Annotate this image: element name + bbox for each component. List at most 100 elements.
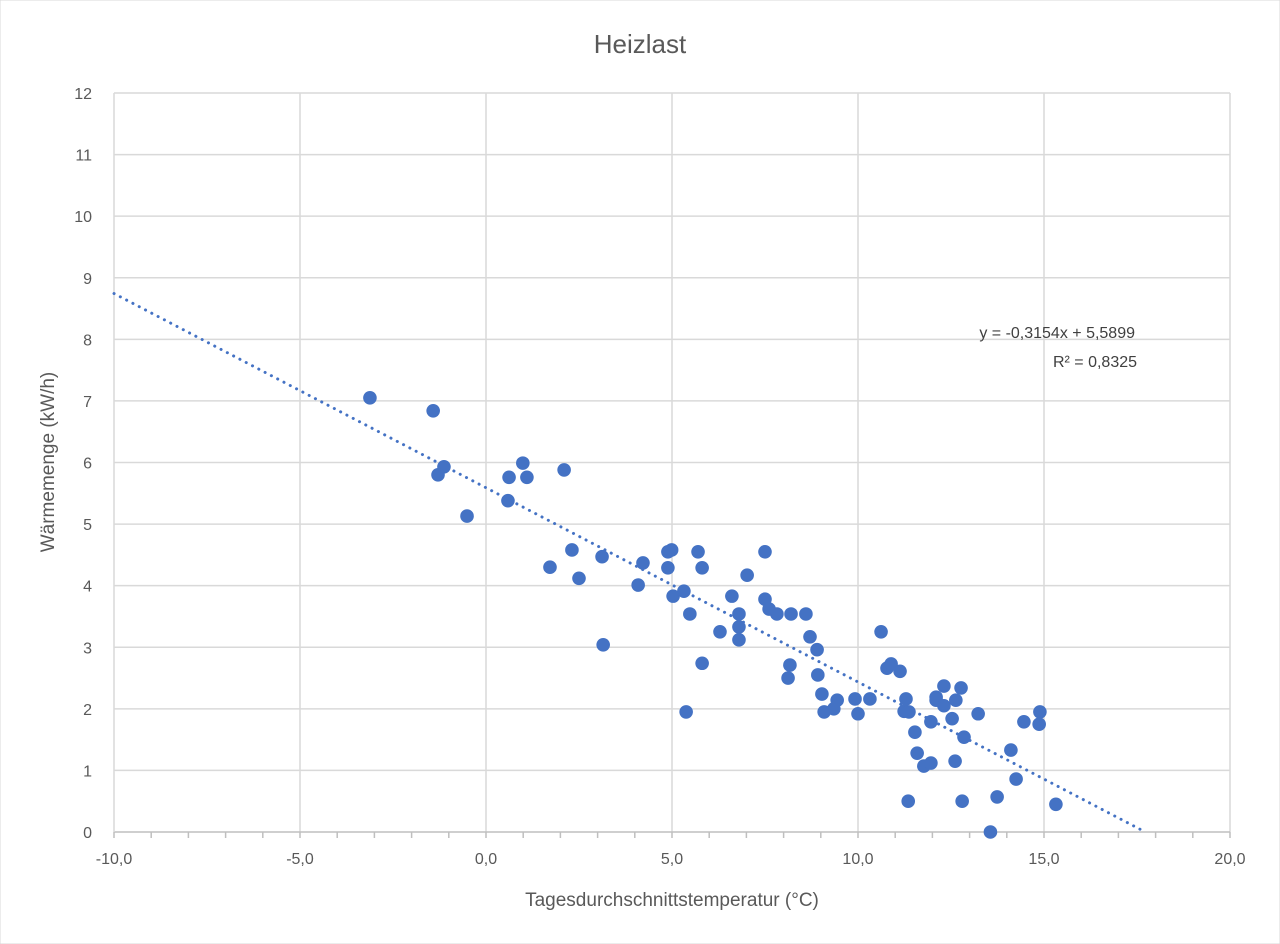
trendline-path [112, 292, 1147, 834]
data-point [502, 470, 516, 485]
y-tick-label: 0 [83, 825, 92, 842]
data-point [1004, 743, 1018, 757]
y-tick-label: 8 [83, 332, 92, 349]
data-point [781, 671, 795, 685]
data-point [910, 746, 924, 760]
trendline [112, 292, 1147, 834]
x-axis-label: Tagesdurchschnittstemperatur (°C) [525, 890, 819, 911]
data-point [937, 698, 951, 713]
data-point [572, 571, 586, 586]
data-point [543, 560, 557, 574]
data-point [948, 754, 962, 768]
data-point [740, 568, 754, 582]
y-tick-label: 7 [83, 394, 92, 411]
data-point [636, 556, 650, 570]
y-tick-label: 11 [75, 148, 92, 165]
data-point [732, 633, 746, 647]
data-point [983, 825, 998, 839]
data-point [957, 730, 971, 744]
data-point [1017, 714, 1031, 729]
data-point [596, 637, 610, 652]
data-point [830, 693, 844, 708]
data-point [884, 657, 898, 671]
data-point [901, 794, 916, 809]
data-point [863, 692, 877, 706]
data-point [363, 391, 377, 405]
y-tick-label: 10 [74, 209, 92, 226]
data-point [803, 629, 817, 644]
data-point [770, 607, 784, 621]
data-point [691, 544, 705, 559]
data-point [902, 705, 916, 719]
data-point [799, 607, 813, 621]
x-tick-label: 20,0 [1214, 851, 1245, 868]
data-point [677, 584, 691, 599]
data-point [713, 625, 727, 639]
y-tick-label: 2 [83, 702, 92, 719]
data-point [971, 706, 985, 721]
x-tick-label: 0,0 [475, 851, 497, 868]
data-point [520, 470, 534, 485]
data-point [758, 544, 772, 559]
data-point [811, 668, 825, 682]
data-point [1049, 797, 1063, 812]
data-point [954, 681, 968, 695]
data-point [955, 794, 969, 809]
data-point [924, 714, 938, 729]
x-tick-label: 5,0 [661, 851, 683, 868]
y-axis-label: Wärmemenge (kW/h) [38, 372, 59, 553]
data-point [661, 561, 675, 575]
data-point [874, 625, 888, 639]
data-point [848, 692, 862, 706]
data-point [666, 589, 680, 603]
data-point [431, 468, 445, 482]
data-point [557, 463, 571, 477]
data-point [683, 607, 697, 621]
data-point [937, 679, 951, 693]
data-point [732, 620, 746, 634]
data-point [679, 705, 693, 719]
data-point [1009, 772, 1023, 786]
data-point [893, 664, 907, 679]
data-point [1033, 705, 1047, 719]
data-points [363, 391, 1063, 839]
data-point [899, 692, 913, 706]
data-point [595, 549, 609, 564]
data-point [725, 589, 739, 603]
y-tick-label: 6 [83, 456, 92, 473]
data-point [783, 658, 797, 672]
data-point [815, 687, 829, 701]
data-point [851, 706, 865, 721]
y-tick-label: 3 [83, 640, 92, 657]
trendline-r-squared: R² = 0,8325 [1053, 354, 1137, 371]
y-tick-label: 9 [83, 271, 92, 288]
data-point [784, 607, 798, 621]
data-point [565, 543, 579, 557]
data-point [924, 756, 938, 770]
data-point [1032, 717, 1046, 732]
gridlines [114, 92, 1231, 832]
data-point [945, 711, 959, 726]
data-point [990, 790, 1004, 804]
x-tick-label: -10,0 [96, 851, 133, 868]
data-point [695, 561, 709, 575]
x-tick-label: 10,0 [842, 851, 873, 868]
data-point [631, 578, 645, 592]
y-tick-label: 1 [83, 763, 92, 780]
data-point [732, 607, 746, 621]
data-point [908, 725, 922, 740]
x-tick-label: -5,0 [286, 851, 314, 868]
data-point [949, 693, 963, 708]
trendline-equation: y = -0,3154x + 5,5899 [979, 325, 1135, 342]
data-point [501, 493, 515, 508]
data-point [426, 403, 440, 418]
x-tick-label: 15,0 [1028, 851, 1059, 868]
y-tick-label: 4 [83, 579, 92, 596]
data-point [516, 456, 530, 470]
data-point [460, 509, 474, 523]
y-tick-label: 5 [83, 517, 92, 534]
data-point [664, 543, 679, 557]
